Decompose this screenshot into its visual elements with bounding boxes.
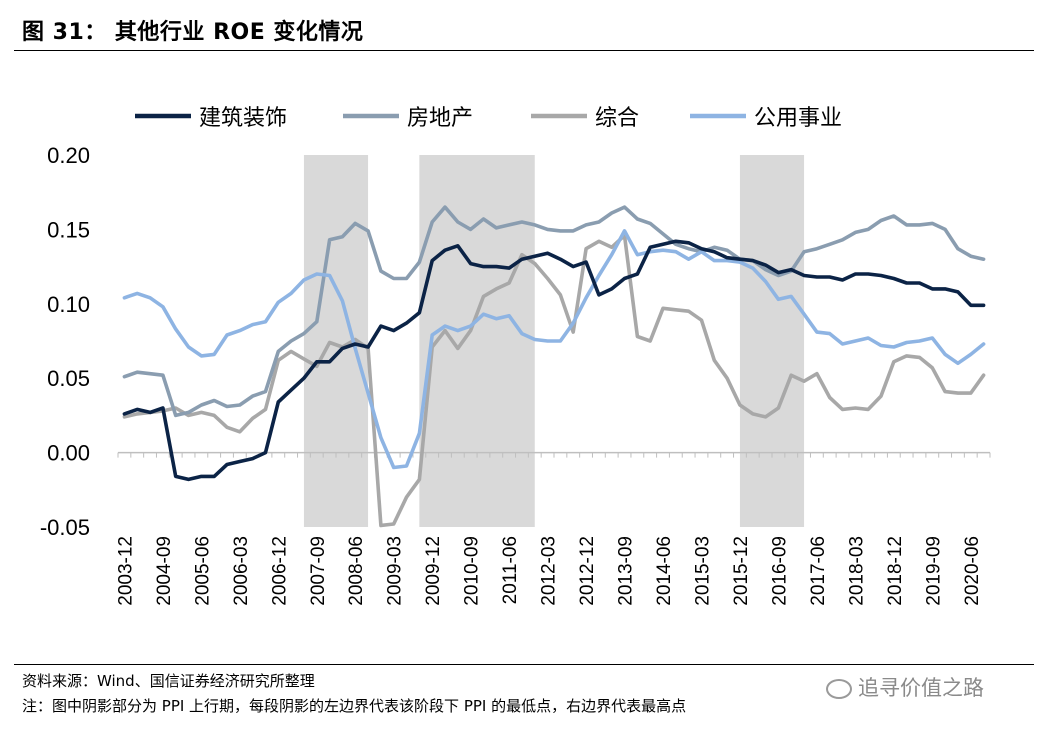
- x-tick-label: 2005-06: [192, 536, 213, 606]
- shading-note: 注：图中阴影部分为 PPI 上行期，每段阴影的左边界代表该阶段下 PPI 的最低…: [22, 697, 687, 715]
- y-axis: 0.20 0.15 0.10 0.05 0.00 -0.05: [40, 143, 90, 540]
- y-tick-label: 0.10: [47, 292, 90, 317]
- legend: 建筑装饰 房地产 综合 公用事业: [135, 106, 842, 131]
- roe-line-chart: 0.20 0.15 0.10 0.05 0.00 -0.05 2003-12 2004-09…: [40, 106, 991, 606]
- series-lines: [122, 205, 986, 528]
- x-tick-label: 2004-09: [154, 536, 175, 606]
- legend-label: 房地产: [407, 106, 473, 131]
- legend-label: 综合: [595, 106, 639, 131]
- watermark: 追寻价值之路: [826, 672, 984, 702]
- shaded-period-3: [739, 155, 805, 527]
- x-tick-label: 2018-03: [846, 536, 867, 606]
- y-tick-label: 0.15: [47, 217, 90, 242]
- y-tick-label: 0.20: [47, 143, 90, 168]
- x-tick-label: 2016-09: [769, 536, 790, 606]
- watermark-text: 追寻价值之路: [858, 676, 984, 700]
- x-tick-label: 2013-09: [616, 536, 637, 606]
- x-tick-label: 2009-12: [423, 536, 444, 606]
- x-axis: 2003-12 2004-09 2005-06 2006-03 2006-12 2007-…: [115, 451, 991, 606]
- x-tick-label: 2010-09: [462, 536, 483, 606]
- page-title: 图 31： 其他行业 ROE 变化情况: [22, 20, 364, 45]
- y-tick-label: 0.05: [47, 366, 90, 391]
- y-tick-label: 0.00: [47, 441, 90, 466]
- x-tick-label: 2017-06: [808, 536, 829, 606]
- series-line-3: [122, 233, 986, 528]
- legend-label: 建筑装饰: [199, 106, 287, 131]
- x-tick-label: 2011-06: [500, 536, 521, 604]
- series-line-1: [122, 239, 986, 482]
- legend-label: 公用事业: [754, 106, 842, 131]
- x-tick-label: 2009-03: [385, 536, 406, 606]
- x-tick-label: 2020-06: [962, 536, 983, 606]
- x-tick-label: 2019-09: [923, 536, 944, 606]
- series-line-4: [122, 229, 986, 470]
- x-tick-label: 2006-12: [269, 536, 290, 606]
- x-tick-label: 2003-12: [115, 536, 136, 606]
- series-line-2: [122, 205, 986, 418]
- x-tick-label: 2014-06: [654, 536, 675, 606]
- x-tick-label: 2006-03: [231, 536, 252, 606]
- x-tick-label: 2012-12: [577, 536, 598, 606]
- x-tick-label: 2008-06: [346, 536, 367, 606]
- x-tick-label: 2015-12: [731, 536, 752, 606]
- x-tick-label: 2012-03: [539, 536, 560, 606]
- x-tick-label: 2018-12: [885, 536, 906, 606]
- source-note: 资料来源：Wind、国信证券经济研究所整理: [22, 672, 315, 690]
- x-tick-label: 2007-09: [308, 536, 329, 606]
- x-tick-label: 2015-03: [692, 536, 713, 606]
- y-tick-label: -0.05: [40, 515, 90, 540]
- wechat-icon: [826, 679, 852, 699]
- title-rule: [14, 50, 1034, 51]
- footer-rule: [14, 664, 1034, 665]
